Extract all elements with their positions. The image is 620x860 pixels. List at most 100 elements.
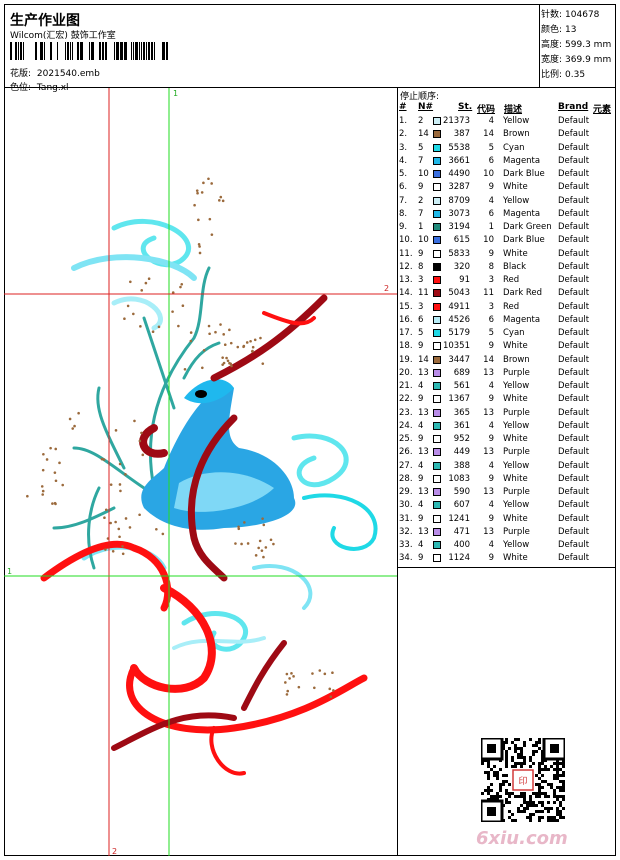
row-needle: 13 xyxy=(418,487,429,497)
table-row: 13. 3 91 3 Red Default xyxy=(398,274,616,287)
guide-label-h1: 1 xyxy=(7,567,12,576)
branch xyxy=(52,506,116,530)
row-brand: Default xyxy=(558,222,590,232)
row-brand: Default xyxy=(558,261,590,272)
row-needle: 5 xyxy=(418,328,424,338)
red-ribbon xyxy=(139,424,168,458)
deer-eye xyxy=(195,390,207,398)
row-stitches: 3194 xyxy=(448,222,470,232)
table-row: 25. 9 952 9 White Default xyxy=(398,433,616,446)
row-code: 4 xyxy=(488,500,494,511)
row-brand: Default xyxy=(558,407,590,418)
table-row: 34. 9 1124 9 White Default xyxy=(398,552,616,565)
color-swatch xyxy=(433,368,441,377)
row-index: 15. xyxy=(399,301,413,312)
table-row: 1. 2 21373 4 Yellow Default xyxy=(398,115,616,128)
row-desc: Brown xyxy=(503,354,530,365)
table-row: 29. 13 590 13 Purple Default xyxy=(398,486,616,499)
row-brand: Default xyxy=(558,248,590,259)
table-row: 24. 4 361 4 Yellow Default xyxy=(398,420,616,433)
row-code: 13 xyxy=(483,487,494,497)
col-element: 元素 xyxy=(593,105,612,115)
row-stitches: 4911 xyxy=(448,301,470,312)
deer-body-light xyxy=(174,472,274,512)
row-brand: Default xyxy=(558,314,590,325)
row-code: 9 xyxy=(488,248,494,259)
cyan-swirl xyxy=(291,433,349,488)
table-row: 30. 4 607 4 Yellow Default xyxy=(398,499,616,512)
row-brand: Default xyxy=(558,208,590,219)
row-stitches: 689 xyxy=(453,367,470,378)
color-swatch xyxy=(433,474,441,483)
row-code: 5 xyxy=(488,142,494,153)
row-desc: Yellow xyxy=(503,420,530,431)
table-row: 8. 7 3073 6 Magenta Default xyxy=(398,208,616,221)
table-row: 26. 13 449 13 Purple Default xyxy=(398,446,616,459)
row-code: 4 xyxy=(488,195,494,206)
table-row: 19. 14 3447 14 Brown Default xyxy=(398,354,616,367)
row-code: 13 xyxy=(483,447,494,458)
row-desc: Yellow xyxy=(503,460,530,471)
cyan-swirl xyxy=(71,254,197,281)
row-index: 31. xyxy=(399,513,413,524)
row-index: 2. xyxy=(399,129,408,140)
row-brand: Default xyxy=(558,182,590,193)
header-info: 生产作业图 Wilcom(汇宏) 鼓饰工作室 花版: 2021540.emb 色… xyxy=(4,4,540,93)
color-swatch xyxy=(433,143,441,152)
row-needle: 10 xyxy=(418,235,429,246)
company-name: Wilcom(汇宏) 鼓饰工作室 xyxy=(10,31,116,41)
table-row: 4. 7 3661 6 Magenta Default xyxy=(398,155,616,168)
row-desc: Purple xyxy=(503,526,530,537)
color-swatch xyxy=(433,196,441,205)
col-stitches: St. xyxy=(458,102,473,112)
row-index: 8. xyxy=(399,208,408,219)
row-desc: Yellow xyxy=(503,381,530,391)
color-swatch xyxy=(433,236,441,245)
red-ribbon xyxy=(210,294,328,382)
file-line: 花版: 2021540.emb xyxy=(10,66,100,79)
row-index: 3. xyxy=(399,142,408,153)
row-brand: Default xyxy=(558,354,590,365)
row-stitches: 4490 xyxy=(448,169,470,179)
row-code: 9 xyxy=(488,434,494,444)
row-needle: 5 xyxy=(418,142,424,153)
cyan-swirl xyxy=(111,218,191,268)
row-desc: White xyxy=(503,434,528,444)
stat-colors: 颜色: 13 xyxy=(541,25,577,35)
row-stitches: 561 xyxy=(453,381,470,391)
color-swatch xyxy=(433,183,441,192)
row-brand: Default xyxy=(558,367,590,378)
row-stitches: 387 xyxy=(453,129,470,140)
color-swatch xyxy=(433,130,441,139)
row-stitches: 1124 xyxy=(448,553,470,564)
row-code: 3 xyxy=(488,301,494,312)
row-needle: 4 xyxy=(418,500,424,511)
row-brand: Default xyxy=(558,275,590,285)
red-ribbon xyxy=(209,726,246,776)
qr-code-icon: 印 xyxy=(481,738,565,822)
color-swatch xyxy=(433,329,441,337)
row-brand: Default xyxy=(558,540,590,550)
row-code: 4 xyxy=(488,116,494,126)
stat-scale: 比例: 0.35 xyxy=(541,70,586,80)
stat-height: 高度: 599.3 mm xyxy=(541,40,612,50)
row-brand: Default xyxy=(558,460,590,471)
table-row: 28. 9 1083 9 White Default xyxy=(398,473,616,486)
row-needle: 13 xyxy=(418,407,429,418)
row-brand: Default xyxy=(558,447,590,458)
row-desc: Dark Blue xyxy=(503,235,545,246)
row-index: 28. xyxy=(399,473,413,484)
row-stitches: 3287 xyxy=(448,182,470,193)
row-stitches: 8709 xyxy=(448,195,470,206)
stat-stitches: 针数: 104678 xyxy=(541,10,600,20)
row-brand: Default xyxy=(558,169,590,179)
table-row: 22. 9 1367 9 White Default xyxy=(398,393,616,406)
row-code: 4 xyxy=(488,460,494,471)
red-ribbon xyxy=(130,584,216,693)
row-code: 6 xyxy=(488,155,494,166)
row-stitches: 91 xyxy=(459,275,470,285)
row-brand: Default xyxy=(558,434,590,444)
colorway-label: 色位: xyxy=(10,83,32,93)
table-row: 32. 13 471 13 Purple Default xyxy=(398,526,616,539)
row-code: 11 xyxy=(483,288,494,299)
